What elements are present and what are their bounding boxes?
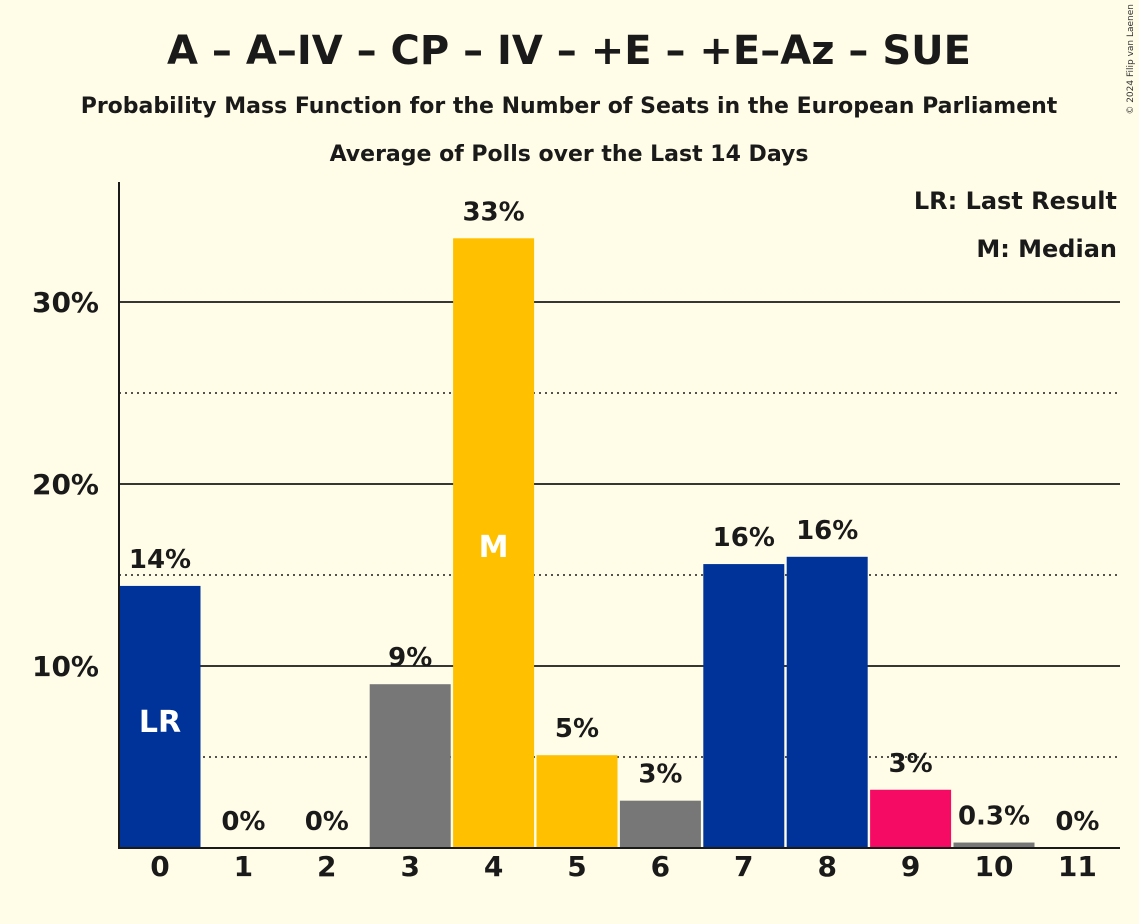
value-label-8: 16% (796, 516, 858, 546)
y-tick-label-0: 10% (32, 650, 99, 683)
value-label-2: 0% (305, 807, 349, 837)
value-label-1: 0% (221, 807, 265, 837)
chart-subtitle-2: Average of Polls over the Last 14 Days (330, 142, 809, 167)
gridlines (119, 301, 1120, 758)
x-tick-label-9: 9 (901, 850, 920, 883)
y-tick-label-1: 20% (32, 468, 99, 501)
value-label-0: 14% (129, 545, 191, 575)
value-label-9: 3% (889, 749, 933, 779)
x-tick-label-3: 3 (400, 850, 419, 883)
x-tick-label-10: 10 (975, 850, 1014, 883)
value-label-4: 33% (462, 197, 524, 227)
legend-item-last-result: LR: Last Result (914, 187, 1117, 215)
x-tick-label-1: 1 (234, 850, 253, 883)
y-tick-label-2: 30% (32, 286, 99, 319)
bar-4 (453, 238, 535, 849)
value-label-5: 5% (555, 714, 599, 744)
value-label-7: 16% (713, 523, 775, 553)
x-tick-label-7: 7 (734, 850, 753, 883)
x-tick-labels: 0 1 2 3 4 5 6 7 8 9 10 11 (150, 850, 1097, 883)
x-tick-label-0: 0 (150, 850, 169, 883)
legend-item-median: M: Median (976, 235, 1117, 263)
bar-10 (953, 842, 1035, 848)
x-tick-label-5: 5 (567, 850, 586, 883)
value-label-6: 3% (638, 760, 682, 790)
bar-6 (619, 800, 701, 848)
x-tick-label-11: 11 (1058, 850, 1097, 883)
x-tick-label-2: 2 (317, 850, 336, 883)
copyright: © 2024 Filip van Laenen (1126, 4, 1136, 115)
bar-3 (369, 684, 451, 848)
bar-7 (703, 564, 785, 848)
bars: 14% 0% 0% 9% 33% 5% 3% 16% 16% 3% 0.3% 0% LR M (119, 197, 1099, 849)
x-tick-label-4: 4 (484, 850, 503, 883)
value-label-11: 0% (1055, 807, 1099, 837)
value-label-10: 0.3% (958, 802, 1030, 832)
x-tick-label-8: 8 (817, 850, 836, 883)
marker-m: M (479, 530, 509, 565)
y-tick-labels: 10% 20% 30% (32, 286, 99, 683)
bar-8 (786, 556, 868, 848)
value-label-3: 9% (388, 643, 432, 673)
bar-9 (870, 789, 952, 848)
marker-lr: LR (139, 705, 181, 740)
chart-title: A – A–IV – CP – IV – +E – +E–Az – SUE (167, 28, 971, 74)
bar-0 (119, 585, 201, 848)
chart-subtitle: Probability Mass Function for the Number… (81, 94, 1058, 119)
x-tick-label-6: 6 (651, 850, 670, 883)
bar-5 (536, 755, 618, 848)
